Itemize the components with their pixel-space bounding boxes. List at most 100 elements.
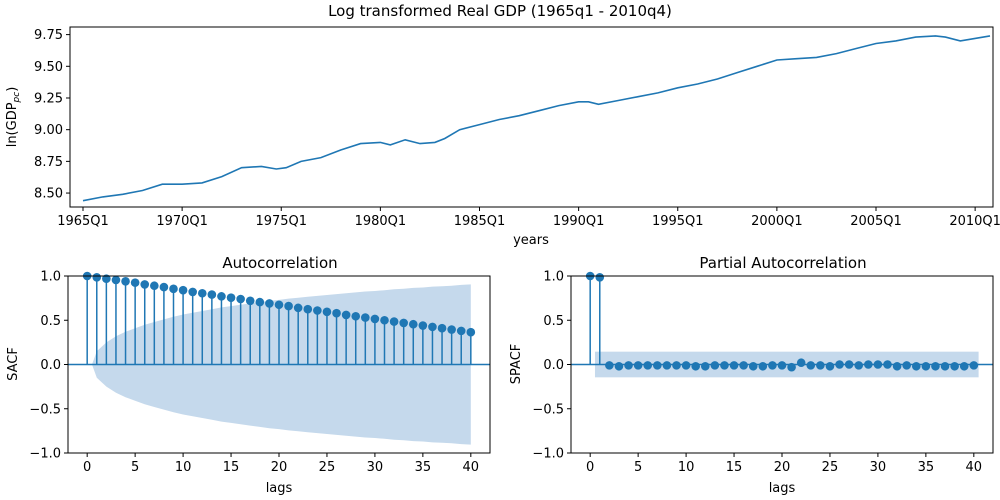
gdp-y-axis-label-tail: ) xyxy=(5,87,20,92)
pacf-point xyxy=(921,361,931,371)
pacf-point xyxy=(969,361,979,370)
gdp-y-tick-label: 8.50 xyxy=(34,187,63,202)
pacf-x-tick-label: 30 xyxy=(870,460,887,475)
acf-point xyxy=(178,285,188,295)
pacf-point xyxy=(816,361,825,370)
pacf-point xyxy=(787,362,796,372)
pacf-y-tick-label: −1.0 xyxy=(532,447,564,462)
acf-point xyxy=(265,299,274,308)
acf-point xyxy=(408,319,418,329)
pacf-point xyxy=(825,361,835,371)
gdp-x-tick-label: 1995Q1 xyxy=(652,214,704,229)
pacf-x-tick-label: 0 xyxy=(586,460,594,475)
acf-x-tick-label: 15 xyxy=(223,460,240,475)
acf-point xyxy=(456,326,466,336)
pacf-x-tick-label: 20 xyxy=(774,460,791,475)
acf-x-ticks: 0 5 10 15 20 25 30 35 40 xyxy=(83,453,479,475)
gdp-y-tick-label: 9.75 xyxy=(34,28,63,43)
pacf-point xyxy=(614,361,624,371)
pacf-point xyxy=(777,361,787,370)
gdp-x-tick-label: 2005Q1 xyxy=(850,214,902,229)
acf-point xyxy=(169,284,178,294)
gdp-y-tick-label: 8.75 xyxy=(34,155,63,170)
acf-point xyxy=(102,274,111,283)
pacf-point xyxy=(672,361,681,370)
pacf-point xyxy=(950,361,959,371)
acf-point xyxy=(188,287,197,297)
pacf-point xyxy=(710,361,720,370)
acf-x-tick-label: 5 xyxy=(131,460,139,475)
pacf-point xyxy=(681,361,691,370)
acf-point xyxy=(159,282,169,292)
acf-point xyxy=(150,281,159,291)
pacf-point xyxy=(835,360,844,369)
pacf-point xyxy=(700,361,710,371)
pacf-point xyxy=(806,361,816,370)
acf-x-tick-label: 25 xyxy=(319,460,336,475)
gdp-y-tick-label: 9.25 xyxy=(34,91,63,106)
pacf-chart: Partial Autocorrelation −1.0 −0.5 0.0 0.5 1.… xyxy=(509,254,994,496)
pacf-y-tick-label: 1.0 xyxy=(543,270,564,285)
gdp-x-axis-label: years xyxy=(513,233,549,248)
acf-point xyxy=(121,277,130,286)
gdp-series-line xyxy=(82,35,991,202)
acf-point xyxy=(130,278,140,287)
pacf-x-tick-label: 15 xyxy=(726,460,743,475)
acf-y-tick-label: 1.0 xyxy=(40,270,61,285)
pacf-point xyxy=(624,361,633,370)
acf-point xyxy=(226,293,236,302)
pacf-point xyxy=(643,361,653,370)
acf-point xyxy=(217,292,226,301)
pacf-point xyxy=(873,360,883,369)
gdp-x-tick-label: 1975Q1 xyxy=(255,214,307,229)
pacf-point xyxy=(739,361,748,370)
acf-point xyxy=(399,318,408,328)
acf-x-axis-label: lags xyxy=(266,481,293,496)
gdp-x-tick-label: 1965Q1 xyxy=(57,214,109,229)
acf-y-tick-label: 0.5 xyxy=(40,314,61,329)
acf-x-tick-label: 30 xyxy=(367,460,384,475)
acf-stems xyxy=(68,271,490,366)
pacf-x-tick-label: 35 xyxy=(918,460,935,475)
acf-y-tick-label: 0.0 xyxy=(40,358,61,373)
pacf-y-tick-label: 0.5 xyxy=(543,314,564,329)
figure-title: Log transformed Real GDP (1965q1 - 2010q… xyxy=(328,2,672,20)
pacf-point xyxy=(691,361,700,371)
gdp-line-chart: 8.50 8.75 9.00 9.25 9.50 9.75 1965Q1 1970Q1 197… xyxy=(5,26,1000,248)
acf-point xyxy=(341,310,351,320)
gdp-x-tick-label: 1970Q1 xyxy=(156,214,208,229)
gdp-x-tick-label: 1980Q1 xyxy=(355,214,407,229)
acf-point xyxy=(293,303,303,313)
pacf-point xyxy=(844,360,854,369)
acf-x-tick-label: 0 xyxy=(83,460,91,475)
acf-x-tick-label: 35 xyxy=(415,460,432,475)
acf-point xyxy=(466,327,476,337)
pacf-x-tick-label: 10 xyxy=(678,460,695,475)
pacf-x-tick-label: 25 xyxy=(822,460,839,475)
pacf-point xyxy=(883,360,892,369)
pacf-point xyxy=(662,361,672,370)
acf-point xyxy=(332,308,341,318)
gdp-y-ticks: 8.50 8.75 9.00 9.25 9.50 9.75 xyxy=(34,28,70,202)
acf-title: Autocorrelation xyxy=(222,254,337,272)
pacf-point xyxy=(758,361,768,371)
pacf-title: Partial Autocorrelation xyxy=(699,254,866,272)
acf-x-tick-label: 20 xyxy=(271,460,288,475)
gdp-y-tick-label: 9.00 xyxy=(34,123,63,138)
acf-point xyxy=(236,294,245,304)
acf-point xyxy=(361,313,370,322)
pacf-point xyxy=(864,360,873,369)
acf-point xyxy=(303,304,313,314)
acf-x-tick-label: 40 xyxy=(463,460,480,475)
acf-point xyxy=(380,315,389,325)
acf-point xyxy=(92,273,102,282)
pacf-point xyxy=(605,361,614,370)
pacf-point xyxy=(595,273,605,282)
acf-point xyxy=(255,297,265,307)
acf-y-axis-label: SACF xyxy=(6,347,21,381)
pacf-y-ticks: −1.0 −0.5 0.0 0.5 1.0 xyxy=(532,270,571,462)
acf-point xyxy=(274,300,284,310)
acf-point xyxy=(418,321,428,330)
gdp-x-ticks: 1965Q1 1970Q1 1975Q1 1980Q1 1985Q1 1990Q1 1995… xyxy=(57,207,1000,229)
pacf-point xyxy=(768,361,777,370)
